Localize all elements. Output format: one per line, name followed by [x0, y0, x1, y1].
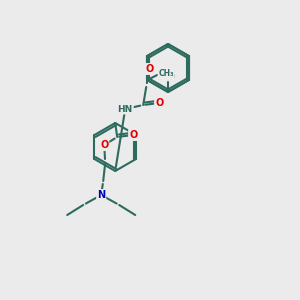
Text: HN: HN: [118, 104, 133, 113]
Text: O: O: [129, 130, 137, 140]
Text: N: N: [97, 190, 105, 200]
Text: O: O: [145, 64, 153, 74]
Text: CH₃: CH₃: [160, 70, 176, 80]
Text: O: O: [155, 98, 163, 108]
Text: CH₃: CH₃: [158, 68, 174, 77]
Text: O: O: [100, 140, 108, 150]
